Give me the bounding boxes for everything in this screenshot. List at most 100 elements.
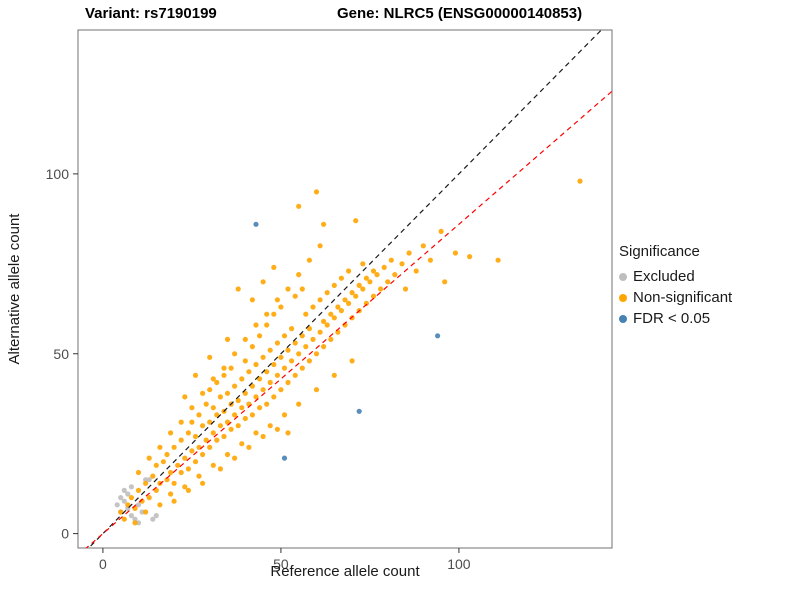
legend-label-excluded: Excluded	[633, 268, 695, 285]
data-point-1	[203, 437, 209, 443]
data-point-1	[246, 444, 252, 450]
fit-line	[85, 90, 612, 548]
data-point-0	[125, 491, 131, 497]
data-point-1	[239, 376, 245, 382]
legend-label-non-significant: Non-significant	[633, 289, 733, 306]
identity-line	[87, 30, 603, 548]
data-point-1	[232, 412, 238, 418]
data-point-1	[150, 473, 156, 479]
data-point-1	[324, 290, 330, 296]
legend: Significance Excluded Non-significant FD…	[619, 243, 732, 329]
data-point-1	[413, 268, 419, 274]
data-point-1	[264, 369, 270, 375]
data-point-1	[200, 423, 206, 429]
data-point-1	[228, 365, 234, 371]
data-point-1	[274, 297, 280, 303]
data-point-1	[363, 275, 369, 281]
data-point-1	[392, 272, 398, 278]
data-point-1	[185, 487, 191, 493]
data-point-1	[249, 297, 255, 303]
data-point-1	[164, 477, 170, 483]
data-point-1	[157, 480, 163, 486]
data-point-1	[200, 451, 206, 458]
data-point-1	[242, 390, 248, 396]
x-tick-label: 50	[273, 556, 289, 572]
y-tick-label: 100	[46, 166, 70, 182]
data-point-0	[121, 498, 127, 504]
data-point-1	[292, 340, 298, 346]
data-point-0	[128, 513, 134, 519]
data-point-1	[257, 405, 263, 411]
data-point-1	[210, 462, 216, 468]
data-point-1	[442, 279, 448, 285]
data-point-1	[168, 491, 174, 497]
data-point-1	[356, 282, 362, 288]
data-point-1	[235, 397, 241, 404]
x-tick-label: 0	[99, 556, 107, 572]
data-point-1	[271, 264, 277, 270]
data-point-1	[260, 433, 266, 440]
data-point-0	[121, 487, 127, 493]
data-point-1	[210, 405, 216, 411]
data-point-1	[306, 257, 312, 263]
data-point-1	[317, 329, 323, 335]
data-point-1	[210, 430, 216, 436]
data-point-1	[313, 351, 320, 357]
legend-swatch-non-significant-icon	[619, 293, 627, 302]
data-point-1	[224, 419, 231, 425]
data-point-1	[135, 469, 142, 476]
data-point-2	[356, 408, 362, 414]
data-point-1	[242, 358, 248, 364]
data-point-1	[313, 189, 320, 195]
data-point-1	[360, 261, 366, 267]
data-point-0	[135, 502, 142, 508]
data-point-1	[281, 333, 288, 339]
data-point-1	[285, 286, 291, 292]
data-point-1	[189, 448, 195, 454]
legend-item-fdr: FDR < 0.05	[619, 308, 732, 329]
data-point-1	[203, 401, 209, 407]
data-point-1	[192, 459, 199, 465]
data-point-1	[299, 365, 305, 371]
data-point-0	[132, 516, 138, 522]
data-point-1	[228, 426, 234, 432]
data-point-1	[185, 466, 191, 472]
data-point-1	[185, 430, 191, 436]
data-point-1	[335, 304, 341, 310]
data-point-1	[303, 311, 309, 317]
data-point-1	[118, 509, 124, 515]
data-point-1	[214, 437, 220, 443]
data-point-1	[232, 383, 238, 389]
data-point-1	[278, 304, 284, 310]
data-point-1	[285, 430, 291, 436]
data-point-1	[267, 347, 273, 353]
data-point-1	[217, 423, 223, 429]
data-point-1	[452, 250, 458, 256]
data-point-1	[321, 318, 327, 324]
data-point-1	[239, 405, 245, 411]
data-point-1	[577, 178, 583, 184]
data-point-1	[160, 459, 166, 465]
data-point-0	[150, 516, 156, 522]
data-point-1	[253, 394, 259, 400]
data-point-1	[242, 415, 248, 422]
data-point-1	[274, 372, 280, 378]
data-point-1	[292, 372, 298, 378]
data-point-1	[370, 268, 377, 274]
data-point-0	[153, 513, 159, 519]
data-point-2	[281, 455, 288, 461]
data-point-1	[306, 326, 312, 332]
data-point-1	[260, 279, 266, 285]
data-point-1	[207, 419, 213, 425]
data-point-1	[253, 430, 259, 436]
data-point-1	[378, 286, 384, 292]
y-tick-label: 50	[53, 346, 69, 362]
data-point-2	[253, 221, 259, 227]
data-point-1	[221, 365, 227, 371]
data-point-1	[264, 401, 270, 407]
data-point-1	[420, 243, 426, 249]
data-point-2	[435, 333, 441, 339]
data-point-1	[135, 487, 142, 493]
data-point-1	[260, 387, 266, 393]
data-point-1	[349, 358, 355, 364]
